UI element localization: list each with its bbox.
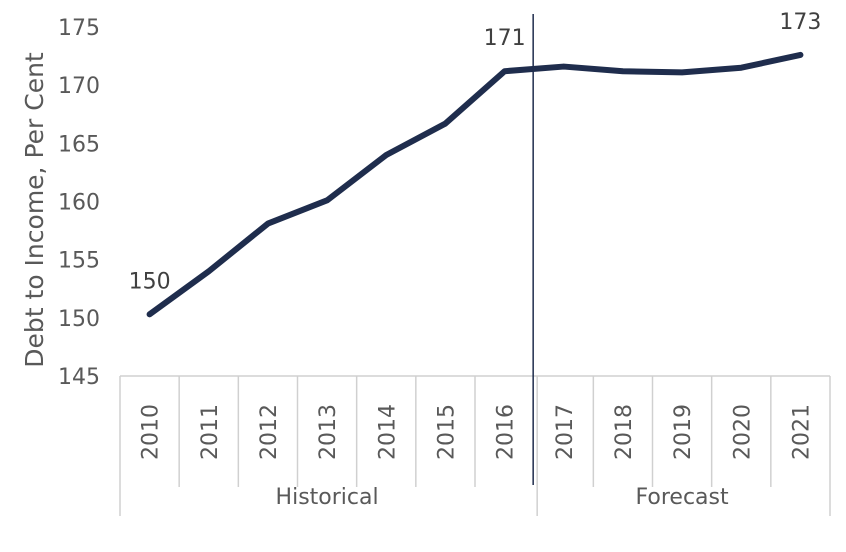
y-tick-label: 155 bbox=[58, 249, 100, 274]
axes bbox=[119, 14, 831, 516]
data-labels: 150 171 173 bbox=[129, 10, 822, 294]
x-category-label: 2011 bbox=[198, 404, 223, 460]
y-tick-label: 170 bbox=[58, 74, 100, 99]
data-label: 173 bbox=[779, 10, 821, 35]
y-tick-label: 165 bbox=[58, 132, 100, 157]
x-category-label: 2017 bbox=[553, 404, 578, 460]
data-label: 171 bbox=[484, 26, 526, 51]
data-label: 150 bbox=[129, 269, 171, 294]
x-group-label: Historical bbox=[276, 485, 379, 510]
x-category-label: 2018 bbox=[612, 404, 637, 460]
x-category-label: 2021 bbox=[789, 404, 814, 460]
x-category-label: 2019 bbox=[671, 404, 696, 460]
y-tick-label: 160 bbox=[58, 191, 100, 216]
series-layer bbox=[146, 51, 804, 318]
x-category-label: 2010 bbox=[139, 404, 164, 460]
y-tick-label: 145 bbox=[58, 365, 100, 390]
x-category-label: 2020 bbox=[730, 404, 755, 460]
x-axis-groups: Historical Forecast bbox=[276, 485, 729, 510]
x-category-label: 2014 bbox=[375, 404, 400, 460]
x-category-label: 2016 bbox=[494, 404, 519, 460]
y-tick-label: 175 bbox=[58, 16, 100, 41]
x-category-label: 2015 bbox=[434, 404, 459, 460]
series-line bbox=[146, 51, 804, 318]
y-axis-ticks: 145 150 155 160 165 170 175 bbox=[58, 16, 100, 390]
y-tick-label: 150 bbox=[58, 307, 100, 332]
x-group-label: Forecast bbox=[636, 485, 729, 510]
x-axis-categories: 2010 2011 2012 2013 2014 2015 2016 2017 2018 2019… bbox=[139, 404, 815, 460]
x-category-label: 2012 bbox=[257, 404, 282, 460]
x-category-label: 2013 bbox=[316, 404, 341, 460]
y-axis-title: Debt to Income, Per Cent bbox=[20, 52, 49, 368]
